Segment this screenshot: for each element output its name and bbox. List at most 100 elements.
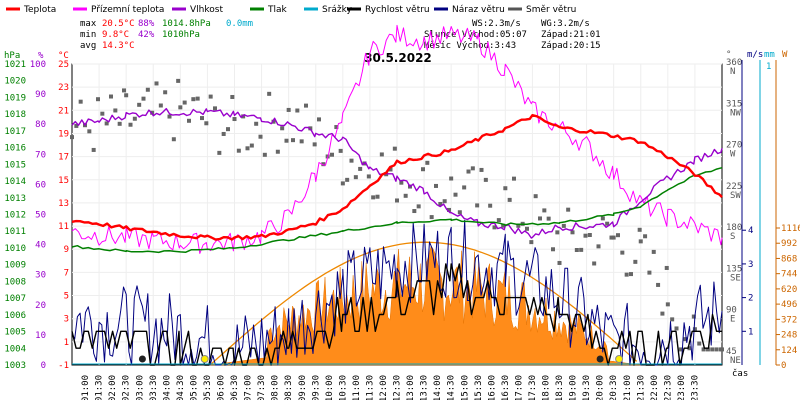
tick-label-w: 496 bbox=[781, 300, 797, 310]
tick-label-x: 05:30 bbox=[203, 375, 213, 400]
wind-speed-line bbox=[71, 263, 722, 366]
wind-direction-point bbox=[705, 347, 710, 352]
stats-max-press: 1014.8hPa bbox=[162, 19, 211, 29]
stats-avg-temp: 14.3°C bbox=[102, 41, 135, 51]
wind-gust-line bbox=[71, 219, 723, 366]
wind-direction-point bbox=[195, 96, 200, 101]
wind-direction-point bbox=[137, 102, 142, 107]
wind-direction-point bbox=[561, 223, 566, 228]
tick-label-hpa: 1017 bbox=[4, 127, 26, 137]
axis-unit-w: W bbox=[782, 50, 788, 60]
wind-direction-point bbox=[280, 126, 285, 131]
wind-direction-point bbox=[96, 97, 100, 102]
wind-direction-point bbox=[392, 146, 397, 151]
wind-direction-point bbox=[697, 341, 702, 346]
tick-label-ms: 3 bbox=[748, 260, 753, 270]
wind-direction-point bbox=[286, 107, 291, 112]
tick-label-pct: 0 bbox=[41, 361, 46, 371]
axes: hPa% °C ° m/s mm W102110201019101810171016101… bbox=[4, 50, 800, 400]
wind-direction-point bbox=[643, 234, 648, 239]
wind-direction-point bbox=[358, 166, 363, 171]
tick-label-x: 15:30 bbox=[474, 375, 484, 400]
wind-direction-point bbox=[312, 142, 317, 147]
wind-direction-point bbox=[701, 347, 706, 352]
wind-direction-point bbox=[447, 207, 451, 212]
tick-label-temp: 23 bbox=[58, 83, 69, 93]
wind-direction-point bbox=[345, 177, 350, 182]
tick-label-pct: 40 bbox=[35, 241, 46, 251]
tick-label-hpa: 1013 bbox=[4, 194, 26, 204]
stats-mesic-zapad: Západ:20:15 bbox=[541, 41, 601, 51]
wind-direction-point bbox=[656, 282, 661, 287]
tick-label-x: 16:00 bbox=[487, 375, 497, 400]
wind-direction-point bbox=[501, 223, 506, 228]
legend-label: Přízemní teplota bbox=[91, 5, 164, 15]
wind-direction-point bbox=[132, 116, 137, 121]
wind-direction-point bbox=[74, 123, 79, 128]
tick-label-x: 10:30 bbox=[338, 375, 348, 400]
tick-label-w: 372 bbox=[781, 315, 797, 325]
tick-label-temp: 1 bbox=[64, 338, 69, 348]
wind-direction-point bbox=[158, 103, 163, 108]
tick-label-x: 13:30 bbox=[420, 375, 430, 400]
wind-direction-point bbox=[284, 138, 289, 143]
tick-label-x: 02:00 bbox=[108, 375, 118, 400]
wind-direction-point bbox=[221, 131, 226, 136]
stats-min-press: 1010hPa bbox=[162, 30, 200, 40]
tick-label-temp: 7 bbox=[64, 268, 69, 278]
tick-label-pct: 70 bbox=[35, 150, 46, 160]
wind-direction-point bbox=[340, 181, 345, 186]
axis-unit-mm: mm bbox=[764, 50, 775, 60]
tick-label-dir: 225 bbox=[726, 182, 742, 192]
wind-direction-point bbox=[637, 227, 642, 232]
wind-direction-point bbox=[611, 235, 616, 240]
wind-direction-point bbox=[651, 249, 656, 254]
wind-direction-point bbox=[592, 261, 597, 266]
wind-direction-point bbox=[388, 167, 393, 172]
tick-label-x: 04:00 bbox=[162, 375, 172, 400]
tick-label-dir: 315 bbox=[726, 99, 742, 109]
wind-direction-point bbox=[113, 108, 118, 113]
tick-label-pct: 20 bbox=[35, 301, 46, 311]
ground-temperature-line bbox=[71, 24, 723, 254]
tick-label-temp: 21 bbox=[58, 106, 69, 116]
wind-direction-point bbox=[557, 260, 562, 265]
sunset-marker bbox=[615, 355, 624, 363]
moonrise-marker bbox=[138, 355, 146, 363]
tick-label-x: 11:30 bbox=[365, 375, 375, 400]
wind-direction-point bbox=[338, 148, 343, 153]
tick-label-x: 14:30 bbox=[447, 375, 457, 400]
wind-direction-point bbox=[453, 192, 458, 197]
tick-label-hpa: 1005 bbox=[4, 328, 26, 338]
tick-label-dir-name: SE bbox=[730, 273, 741, 283]
tick-label-x: 12:00 bbox=[379, 375, 389, 400]
tick-label-w: 248 bbox=[781, 331, 797, 341]
wind-direction-point bbox=[638, 239, 643, 244]
wind-direction-point bbox=[429, 215, 434, 220]
tick-label-x: 17:00 bbox=[514, 375, 524, 400]
wind-direction-point bbox=[171, 137, 176, 142]
wind-direction-point bbox=[226, 127, 230, 132]
wind-direction-point bbox=[542, 208, 547, 213]
wind-direction-point bbox=[665, 302, 670, 307]
wind-direction-point bbox=[670, 317, 675, 322]
tick-label-x: 17:30 bbox=[528, 375, 538, 400]
tick-label-pct: 30 bbox=[35, 271, 46, 281]
tick-label-x: 20:00 bbox=[596, 375, 606, 400]
tick-label-ms: 4 bbox=[748, 226, 753, 236]
tick-label-w: 620 bbox=[781, 285, 797, 295]
wind-direction-point bbox=[616, 233, 620, 238]
wind-direction-point bbox=[421, 167, 425, 172]
wind-direction-point bbox=[249, 143, 254, 148]
wind-direction-point bbox=[483, 177, 488, 182]
stats-min-hum: 42% bbox=[138, 30, 155, 40]
tick-label-x: 03:30 bbox=[149, 375, 159, 400]
tick-label-temp: 13 bbox=[58, 199, 69, 209]
wind-direction-point bbox=[208, 94, 213, 99]
axis-unit-ms: m/s bbox=[747, 50, 763, 60]
tick-label-x: 20:30 bbox=[609, 375, 619, 400]
tick-label-temp: 19 bbox=[58, 129, 69, 139]
tick-label-hpa: 1007 bbox=[4, 294, 26, 304]
tick-label-x: 21:00 bbox=[623, 375, 633, 400]
